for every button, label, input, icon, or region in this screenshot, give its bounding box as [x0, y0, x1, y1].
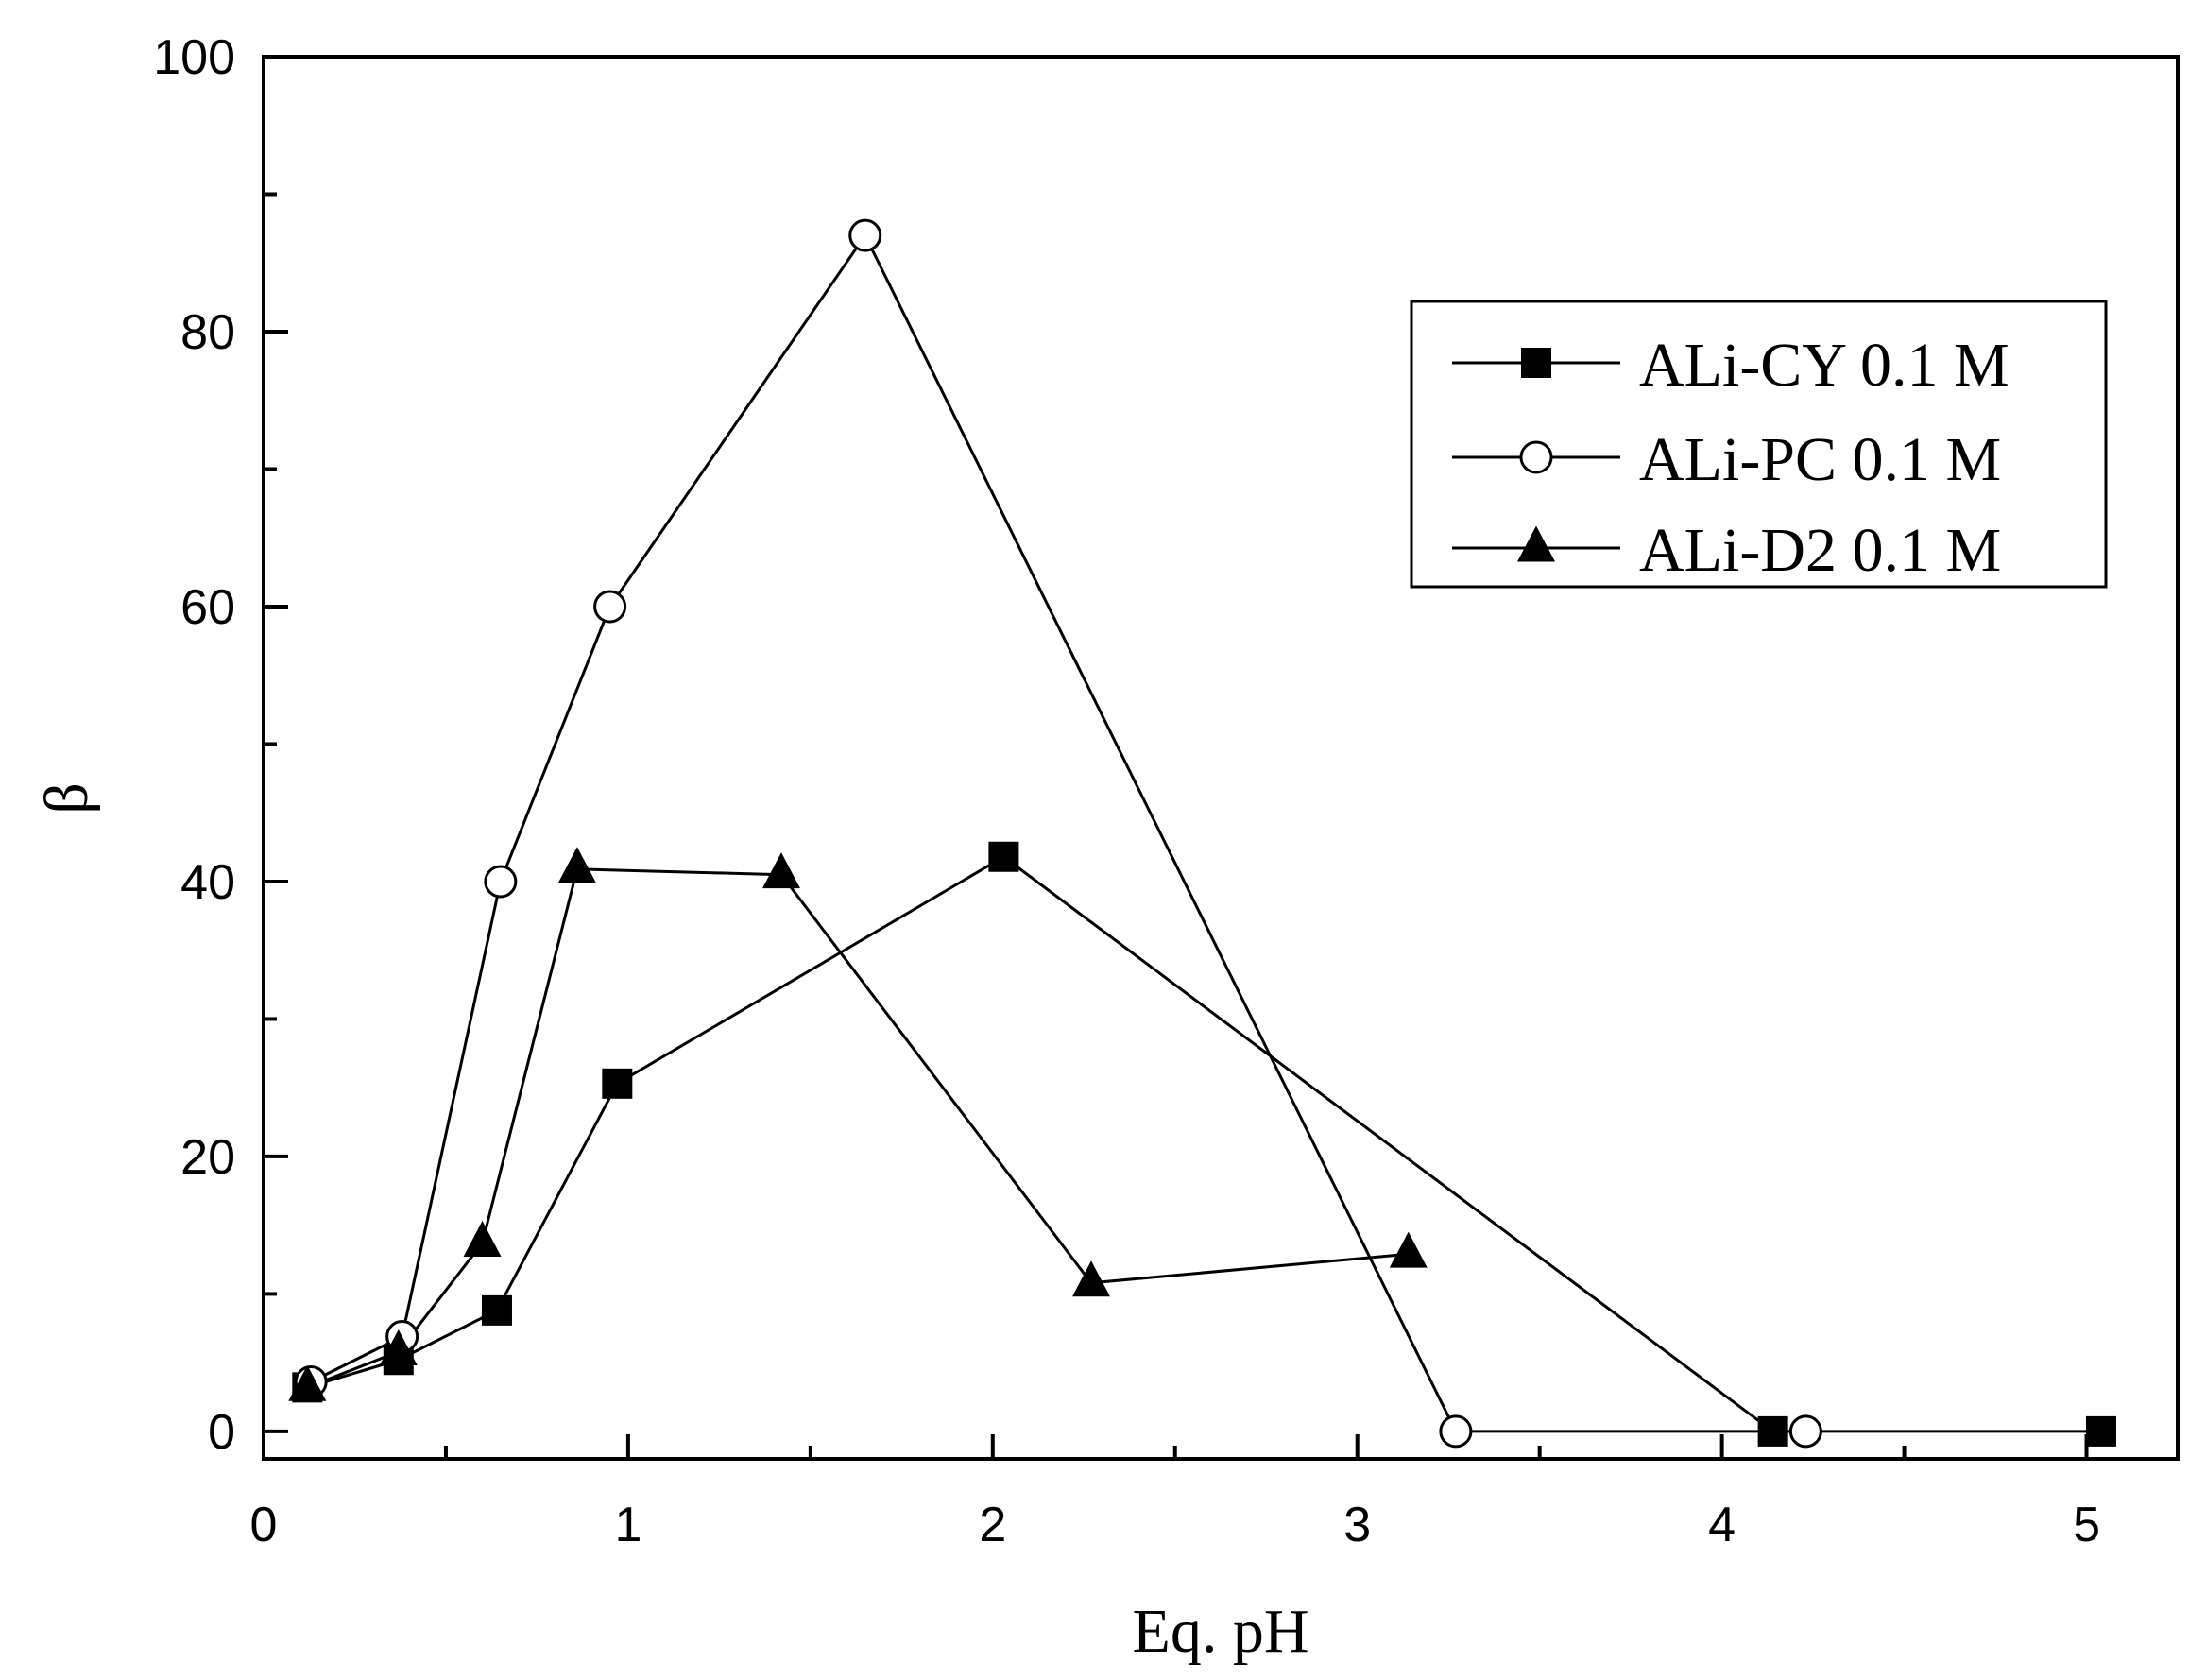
series-layer [288, 218, 2116, 1449]
x-axis-ticks: 0 1 2 3 4 5 [250, 1434, 2100, 1552]
data-point [1757, 1415, 1788, 1447]
series-1 [306, 855, 2101, 1433]
series-line [306, 867, 1409, 1389]
data-point [593, 590, 627, 624]
y-tick-label: 20 [180, 1130, 235, 1185]
y-tick-label: 0 [208, 1405, 235, 1460]
y-axis-ticks: 0 20 40 60 80 100 [153, 30, 288, 1460]
data-point [379, 1329, 418, 1365]
x-tick-label: 4 [1708, 1498, 1736, 1552]
y-tick-label: 40 [180, 855, 235, 910]
data-point [484, 865, 518, 899]
x-tick-label: 2 [979, 1498, 1006, 1552]
legend-marker [1517, 525, 1555, 562]
data-point [1072, 1260, 1111, 1297]
data-point [1788, 1414, 1822, 1449]
legend-label: ALi-D2 0.1 M [1639, 516, 2001, 585]
x-tick-label: 1 [614, 1498, 641, 1552]
legend-marker [1521, 348, 1551, 378]
legend-item: ALi-D2 0.1 M [1452, 516, 2001, 585]
data-point [988, 841, 1019, 872]
x-axis-title: Eq. pH [1133, 1597, 1309, 1666]
legend-label: ALi-PC 0.1 M [1639, 425, 2001, 494]
data-point [602, 1068, 633, 1099]
legend-marker [1519, 440, 1553, 474]
y-tick-label: 100 [153, 30, 235, 85]
series-1-markers [292, 841, 2116, 1447]
series-3-markers [288, 847, 1428, 1401]
data-point [2085, 1415, 2116, 1447]
x-tick-label: 0 [250, 1498, 278, 1552]
data-point [557, 847, 596, 883]
data-point [1439, 1414, 1473, 1449]
data-point [848, 218, 882, 252]
y-tick-label: 60 [180, 580, 235, 635]
plot-frame [262, 55, 2180, 1461]
legend: ALi-CY 0.1 M ALi-PC 0.1 M ALi-D2 0.1 M [1410, 300, 2108, 589]
y-tick-label: 80 [180, 305, 235, 360]
data-point [288, 1364, 327, 1401]
x-tick-label: 3 [1343, 1498, 1371, 1552]
data-point [1389, 1231, 1428, 1268]
legend-label: ALi-CY 0.1 M [1639, 331, 2009, 400]
series-line [306, 855, 2101, 1433]
x-tick-label: 5 [2073, 1498, 2100, 1552]
legend-item: ALi-PC 0.1 M [1452, 425, 2001, 494]
data-point [463, 1221, 502, 1258]
series-3 [306, 867, 1409, 1389]
legend-item: ALi-CY 0.1 M [1452, 331, 2009, 400]
y-axis-title: β [32, 782, 101, 814]
data-point [481, 1294, 512, 1326]
data-point [761, 852, 800, 889]
